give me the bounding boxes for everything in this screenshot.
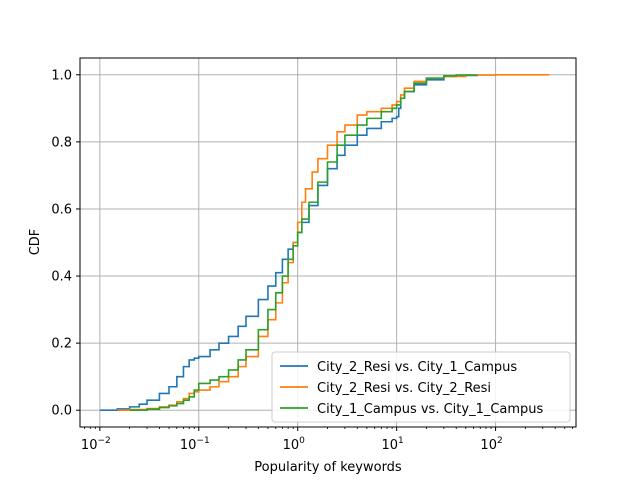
- y-axis-label: CDF: [28, 229, 43, 256]
- x-tick-label: 102: [480, 436, 502, 453]
- x-axis-label: Popularity of keywords: [254, 460, 402, 475]
- legend-box: [271, 351, 571, 423]
- y-tick-label: 0.4: [51, 270, 72, 285]
- legend: City_2_Resi vs. City_1_Campus City_2_Resi…: [271, 351, 571, 423]
- series-lines: [99, 73, 550, 412]
- series-line-1: [99, 74, 478, 412]
- y-tick-label: 0.2: [51, 337, 72, 352]
- axis-ticks: 10−2 10−1 100 101 102 0.0 0.2 0.4 0.6 0.8 1.0: [51, 68, 573, 453]
- y-tick-label: 0.0: [51, 404, 72, 419]
- series-line-3: [129, 74, 478, 412]
- x-tick-label: 100: [283, 436, 306, 453]
- legend-label: City_2_Resi vs. City_2_Resi: [317, 381, 491, 396]
- x-tick-label: 101: [382, 436, 404, 453]
- legend-label: City_1_Campus vs. City_1_Campus: [317, 402, 544, 417]
- plot-frame: [79, 57, 577, 428]
- x-tick-label: 10−1: [180, 436, 210, 453]
- x-tick-label: 10−2: [81, 436, 111, 453]
- legend-label: City_2_Resi vs. City_1_Campus: [317, 360, 517, 375]
- y-tick-label: 0.6: [51, 202, 72, 217]
- y-tick-label: 1.0: [51, 68, 72, 83]
- y-tick-label: 0.8: [51, 135, 72, 150]
